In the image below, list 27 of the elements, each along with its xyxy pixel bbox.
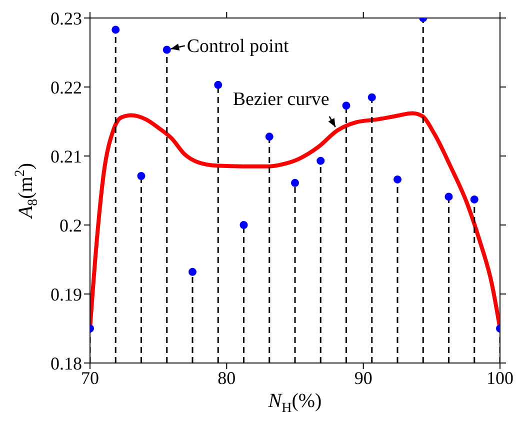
point: [137, 172, 146, 180]
y-tick-label: 0.21: [50, 146, 82, 166]
annotation: Control point: [186, 36, 290, 58]
y-tick-label: 0.22: [50, 77, 82, 98]
point: [368, 93, 376, 102]
x-tick-label: 90: [354, 368, 372, 388]
point: [470, 195, 478, 204]
x-tick-label: 100: [486, 368, 514, 388]
y-tick-label: 0.19: [50, 284, 82, 304]
point: [316, 156, 325, 165]
x-tick-label: 70: [81, 368, 99, 388]
x-axis-title: N$_{H}$(%): [267, 390, 322, 416]
x-tick-label: 80: [218, 368, 236, 388]
annotation: Bezier curve: [232, 88, 330, 110]
point: [214, 80, 222, 89]
point: [162, 46, 171, 54]
point: [240, 221, 248, 229]
point: [444, 192, 453, 201]
point: [394, 175, 402, 184]
point: [291, 178, 299, 187]
point: [188, 268, 196, 276]
y-tick-label: 0.2: [60, 215, 82, 236]
point: [112, 26, 120, 34]
y-tick-label: 0.23: [50, 8, 82, 28]
point: [342, 102, 350, 110]
point: [265, 132, 274, 141]
y-tick-label: 0.18: [50, 353, 82, 374]
